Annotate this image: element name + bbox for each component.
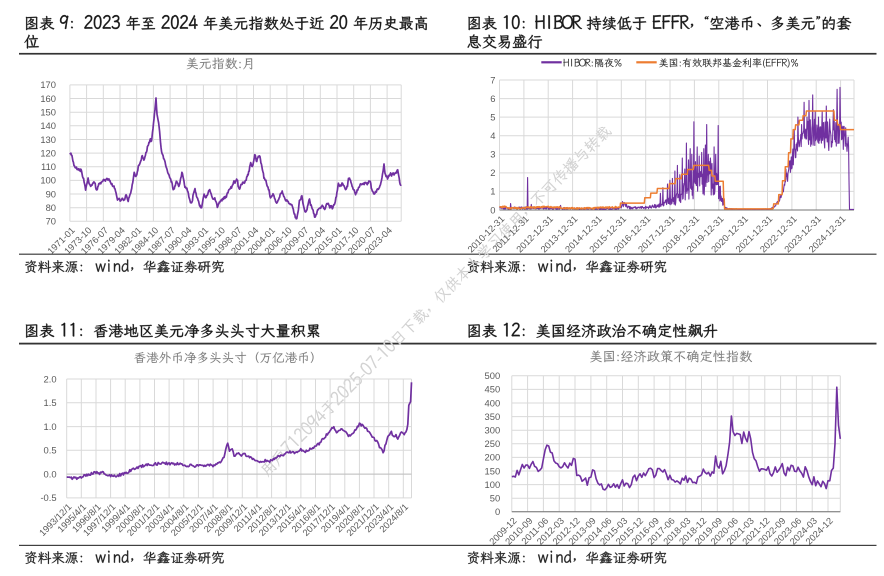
svg-text:4: 4 [490, 130, 495, 141]
svg-text:500: 500 [485, 370, 501, 381]
svg-text:450: 450 [485, 384, 501, 395]
svg-text:80: 80 [46, 202, 56, 213]
svg-text:90: 90 [46, 188, 56, 199]
svg-text:0: 0 [495, 506, 500, 517]
svg-text:150: 150 [40, 107, 56, 118]
svg-text:5: 5 [490, 111, 495, 122]
svg-text:120: 120 [40, 147, 56, 158]
svg-text:150: 150 [485, 465, 501, 476]
svg-text:1.0: 1.0 [44, 421, 57, 432]
svg-text:160: 160 [40, 93, 56, 104]
svg-text:70: 70 [46, 216, 56, 227]
svg-text:200: 200 [485, 452, 501, 463]
svg-text:2: 2 [490, 167, 495, 178]
svg-text:50: 50 [490, 493, 500, 504]
svg-text:1: 1 [490, 186, 495, 197]
svg-text:0: 0 [490, 204, 495, 215]
svg-text:3: 3 [490, 149, 495, 160]
svg-text:110: 110 [41, 161, 56, 172]
svg-text:130: 130 [40, 134, 56, 145]
svg-text:7: 7 [490, 74, 495, 85]
svg-text:400: 400 [485, 397, 501, 408]
svg-text:-0.5: -0.5 [40, 492, 56, 503]
svg-text:100: 100 [40, 175, 56, 186]
svg-text:250: 250 [485, 438, 501, 449]
svg-text:140: 140 [40, 120, 56, 131]
svg-text:350: 350 [485, 411, 501, 422]
svg-text:0.0: 0.0 [44, 468, 57, 479]
svg-text:100: 100 [485, 479, 501, 490]
svg-text:2.0: 2.0 [44, 373, 57, 384]
svg-text:6: 6 [490, 93, 495, 104]
svg-text:170: 170 [40, 79, 56, 90]
svg-text:1.5: 1.5 [44, 397, 57, 408]
svg-text:0.5: 0.5 [44, 445, 57, 456]
svg-text:300: 300 [485, 425, 501, 436]
